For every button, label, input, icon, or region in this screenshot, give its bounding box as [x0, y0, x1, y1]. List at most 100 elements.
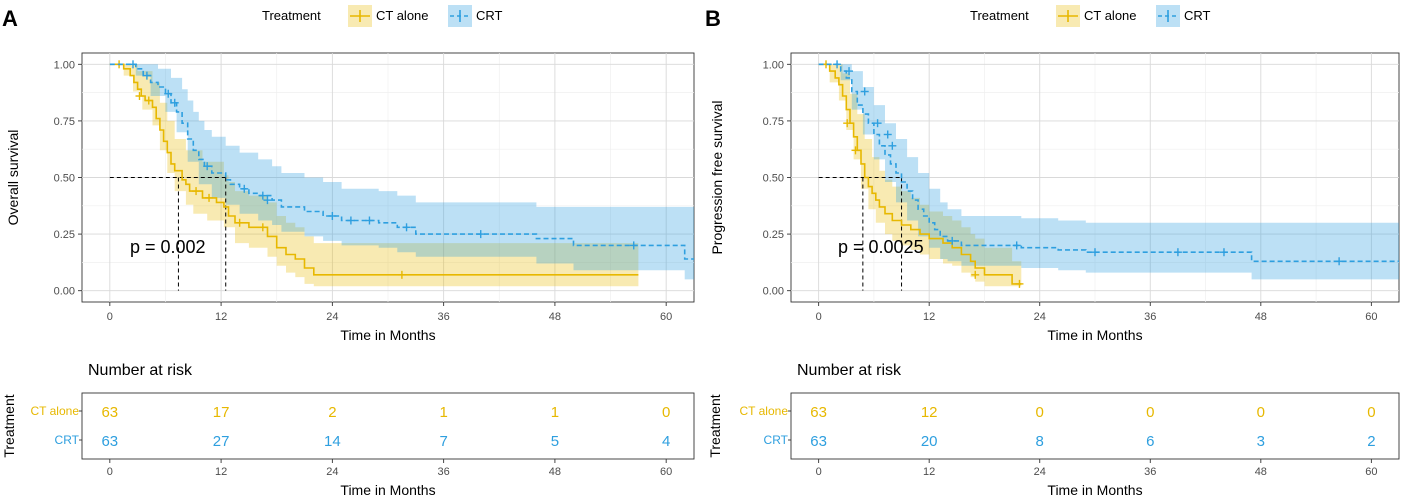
x-tick-label: 24 — [326, 311, 338, 323]
y-tick-label: 0.75 — [763, 116, 784, 128]
censor-mark-ct-alone — [144, 96, 153, 105]
curves — [109, 60, 694, 291]
risk-x-tick-label: 12 — [215, 466, 227, 478]
y-tick-label: 0.25 — [54, 229, 75, 241]
censor-mark-crt — [1173, 248, 1182, 257]
x-axis-title: Time in Months — [1047, 327, 1142, 343]
censor-mark-ct-alone — [135, 92, 144, 101]
censor-mark-crt — [258, 191, 267, 200]
risk-count-crt: 27 — [213, 433, 230, 450]
risk-count-crt: 5 — [551, 433, 559, 450]
risk-count-ct-alone: 12 — [921, 404, 938, 421]
p-value: p = 0.0025 — [838, 237, 924, 257]
y-tick-label: 0.00 — [54, 286, 75, 298]
risk-x-axis-title: Time in Months — [1047, 482, 1142, 498]
x-tick-label: 36 — [1144, 311, 1156, 323]
x-tick-label: 48 — [1255, 311, 1267, 323]
ci-band-crt — [818, 64, 1399, 280]
x-tick-label: 48 — [549, 311, 561, 323]
risk-count-crt: 2 — [1367, 433, 1375, 450]
risk-count-crt: 20 — [921, 433, 938, 450]
censor-mark-ct-alone — [971, 270, 980, 279]
censor-mark-crt — [883, 130, 892, 139]
ci-band-ct-alone — [818, 64, 1022, 287]
x-tick-label: 0 — [816, 311, 822, 323]
x-tick-label: 36 — [438, 311, 450, 323]
x-tick-label: 60 — [660, 311, 672, 323]
y-tick-label: 0.25 — [763, 229, 784, 241]
x-tick-label: 12 — [923, 311, 935, 323]
legend-key-crt — [1156, 5, 1180, 27]
risk-x-tick-label: 48 — [549, 466, 561, 478]
y-tick-label: 1.00 — [54, 59, 75, 71]
risk-count-ct-alone: 2 — [328, 404, 336, 421]
risk-table-panel — [81, 392, 695, 460]
risk-row-label-crt: CRT — [764, 433, 789, 447]
risk-row-label-ct-alone: CT alone — [31, 404, 80, 418]
risk-count-crt: 4 — [662, 433, 670, 450]
censor-mark-crt — [263, 196, 272, 205]
risk-count-ct-alone: 0 — [1257, 404, 1265, 421]
risk-x-tick-label: 60 — [660, 466, 672, 478]
median-lines — [818, 177, 903, 291]
y-tick-label: 0.75 — [54, 116, 75, 128]
legend-title: Treatment — [970, 8, 1029, 23]
censor-mark-crt — [164, 89, 173, 98]
censor-mark-ct-alone — [258, 223, 267, 232]
km-curve-ct-alone — [818, 63, 1022, 285]
risk-count-crt: 63 — [101, 433, 118, 450]
curves — [818, 60, 1399, 291]
risk-x-tick-label: 36 — [1144, 466, 1156, 478]
median-lines — [109, 177, 227, 291]
p-value: p = 0.002 — [130, 237, 206, 257]
legend: Treatment CT alone CRT — [970, 5, 1211, 27]
x-tick-label: 60 — [1365, 311, 1377, 323]
y-tick-label: 0.50 — [763, 173, 784, 185]
x-axis-title: Time in Months — [340, 327, 435, 343]
ci-band-ct-alone — [109, 64, 639, 287]
censor-mark-crt — [402, 223, 411, 232]
censor-mark-ct-alone — [192, 187, 201, 196]
risk-count-ct-alone: 1 — [551, 404, 559, 421]
legend-title: Treatment — [262, 8, 321, 23]
risk-count-crt: 7 — [439, 433, 447, 450]
legend-label-crt: CRT — [1184, 8, 1211, 23]
gridlines — [82, 53, 694, 302]
censor-mark-crt — [346, 216, 355, 225]
censor-mark-crt — [328, 211, 337, 220]
censor-mark-crt — [629, 241, 638, 250]
risk-count-ct-alone: 1 — [439, 404, 447, 421]
censor-mark-crt — [1091, 248, 1099, 257]
x-tick-label: 12 — [215, 311, 227, 323]
censor-mark-crt — [948, 236, 957, 245]
censor-mark-crt — [142, 71, 151, 80]
risk-x-tick-label: 24 — [1034, 466, 1046, 478]
ci-band-crt — [109, 64, 694, 280]
legend-key-crt — [448, 5, 472, 27]
censor-mark-crt — [1012, 241, 1021, 250]
risk-count-crt: 63 — [810, 433, 827, 450]
legend-key-ct-alone — [1056, 5, 1080, 27]
risk-x-tick-label: 0 — [816, 466, 822, 478]
censor-mark-crt — [203, 162, 212, 171]
censor-mark-ct-alone — [205, 193, 214, 202]
panel-letter: A — [2, 6, 18, 31]
legend: Treatment CT alone CRT — [262, 5, 503, 27]
risk-row-label-crt: CRT — [55, 433, 80, 447]
risk-count-crt: 8 — [1036, 433, 1044, 450]
y-axis-title: Overall survival — [5, 130, 21, 226]
risk-count-crt: 3 — [1257, 433, 1265, 450]
risk-x-tick-label: 48 — [1255, 466, 1267, 478]
censor-mark-ct-alone — [1015, 279, 1024, 288]
x-tick-label: 0 — [107, 311, 113, 323]
legend-label-ct-alone: CT alone — [1084, 8, 1137, 23]
risk-count-ct-alone: 0 — [1367, 404, 1375, 421]
y-tick-label: 0.50 — [54, 173, 75, 185]
km-curve-crt — [818, 63, 1399, 263]
risk-x-tick-label: 36 — [438, 466, 450, 478]
risk-x-axis-title: Time in Months — [340, 482, 435, 498]
